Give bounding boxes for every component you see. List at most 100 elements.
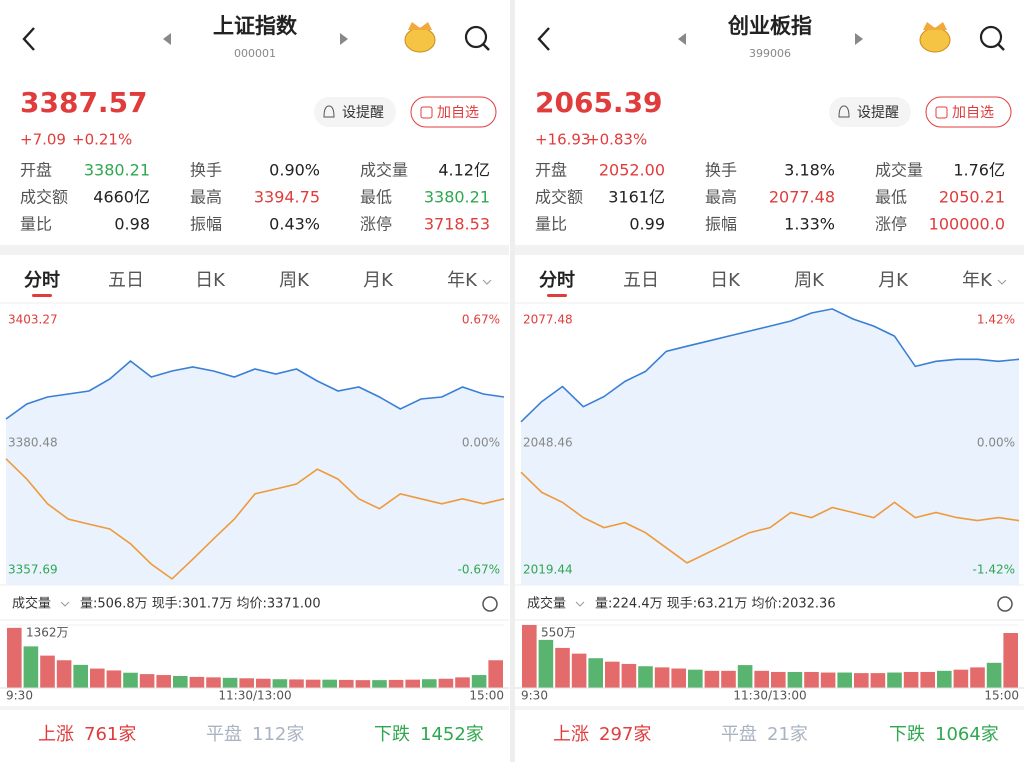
bell-icon <box>323 105 335 118</box>
price-area <box>6 361 504 585</box>
breadth-label: 上涨 <box>553 724 589 745</box>
stat-label: 成交额 <box>535 188 583 207</box>
tab[interactable]: 月K <box>878 270 909 291</box>
volume-bar <box>787 671 803 688</box>
tab[interactable]: 周K <box>279 270 310 291</box>
volume-bar <box>56 660 72 688</box>
watch-label: 加自选 <box>952 105 994 121</box>
stat-value: 3.18% <box>784 161 835 180</box>
stat-label: 最低 <box>875 188 907 207</box>
volume-bar <box>654 667 670 688</box>
stat-label: 涨停 <box>360 215 392 234</box>
settings-icon[interactable] <box>997 596 1013 612</box>
tab[interactable]: 月K <box>363 270 394 291</box>
volume-bar <box>1003 633 1018 688</box>
stat-value: 3161亿 <box>608 188 665 207</box>
search-icon[interactable] <box>464 25 488 49</box>
pct-base-label: 0.00% <box>977 436 1015 450</box>
tab[interactable]: 五日 <box>108 270 144 291</box>
stat-value: 3380.21 <box>84 161 150 180</box>
breadth-label: 平盘 <box>206 724 242 745</box>
selector-chevron <box>575 601 585 607</box>
volume-bar <box>222 677 238 688</box>
tab[interactable]: 周K <box>794 270 825 291</box>
volume-bar <box>372 680 387 688</box>
title: 创业板指 <box>727 14 812 38</box>
y-base-label: 3380.48 <box>8 436 58 450</box>
breadth-label: 上涨 <box>38 724 74 745</box>
volume-bar <box>937 670 952 688</box>
tab[interactable]: 五日 <box>623 270 659 291</box>
y-max-label: 2077.48 <box>523 313 573 327</box>
alert-button[interactable] <box>314 97 396 127</box>
volume-bar <box>887 672 902 688</box>
volume-bar <box>106 670 122 688</box>
tab[interactable]: 日K <box>710 270 741 291</box>
bell-icon <box>838 105 850 118</box>
tab[interactable]: 年K <box>962 270 993 291</box>
volume-bar <box>339 679 354 688</box>
prev-arrow[interactable] <box>163 33 171 45</box>
volume-bar <box>438 678 454 688</box>
mascot-crown <box>923 22 947 30</box>
stat-label: 量比 <box>20 215 52 234</box>
volume-bar <box>571 653 587 688</box>
stat-value: 3380.21 <box>424 188 490 207</box>
watch-label: 加自选 <box>437 105 479 121</box>
stat-value: 4.12亿 <box>438 161 490 180</box>
back-button[interactable] <box>22 27 35 51</box>
mascot-crown <box>408 22 432 30</box>
volume-selector[interactable]: 成交量 <box>527 596 566 612</box>
stat-value: 100000.0 <box>929 215 1005 234</box>
change-pct: +0.83% <box>587 131 647 149</box>
volume-bar <box>771 671 786 688</box>
alert-label: 设提醒 <box>342 105 384 121</box>
tab[interactable]: 分时 <box>539 270 575 291</box>
stat-value: 2052.00 <box>599 161 665 180</box>
tab[interactable]: 年K <box>447 270 478 291</box>
stat-label: 最高 <box>705 188 737 207</box>
settings-icon[interactable] <box>482 596 498 612</box>
time-label: 9:30 <box>521 689 548 703</box>
watch-button[interactable] <box>410 96 497 128</box>
stat-value: 0.43% <box>269 215 320 234</box>
volume-bar <box>272 679 288 688</box>
tab[interactable]: 日K <box>195 270 226 291</box>
volume-bar <box>355 680 371 688</box>
next-arrow[interactable] <box>340 33 348 45</box>
pct-min-label: -1.42% <box>973 563 1015 577</box>
breadth-value: 297家 <box>599 724 651 745</box>
search-icon[interactable] <box>979 25 1003 49</box>
volume-bar <box>688 669 703 688</box>
volume-bar <box>156 675 171 688</box>
prev-arrow[interactable] <box>678 33 686 45</box>
stat-label: 开盘 <box>20 161 52 180</box>
back-button[interactable] <box>537 27 550 51</box>
next-arrow[interactable] <box>855 33 863 45</box>
time-label: 15:00 <box>469 689 504 703</box>
volume-max-label: 550万 <box>541 626 576 640</box>
section-gap <box>515 706 1024 710</box>
search-handle <box>482 43 490 51</box>
volume-bar <box>422 679 437 688</box>
breadth-value: 1452家 <box>420 724 484 745</box>
stat-label: 涨停 <box>875 215 907 234</box>
stat-label: 最低 <box>360 188 392 207</box>
volume-selector[interactable]: 成交量 <box>12 596 51 612</box>
y-base-label: 2048.46 <box>523 436 573 450</box>
stat-label: 振幅 <box>705 215 737 234</box>
tab-underline <box>32 294 52 297</box>
volume-bar <box>90 668 105 688</box>
tab-chevron <box>482 279 492 285</box>
mascot-icon[interactable] <box>404 27 436 53</box>
breadth-value: 1064家 <box>935 724 999 745</box>
tab[interactable]: 分时 <box>24 270 60 291</box>
stat-label: 成交额 <box>20 188 68 207</box>
avg-line <box>5 458 505 580</box>
watch-button[interactable] <box>925 96 1012 128</box>
alert-button[interactable] <box>829 97 911 127</box>
volume-bar <box>73 664 88 688</box>
mascot-icon[interactable] <box>919 27 951 53</box>
stat-value: 2050.21 <box>939 188 1005 207</box>
code: 000001 <box>234 47 276 60</box>
